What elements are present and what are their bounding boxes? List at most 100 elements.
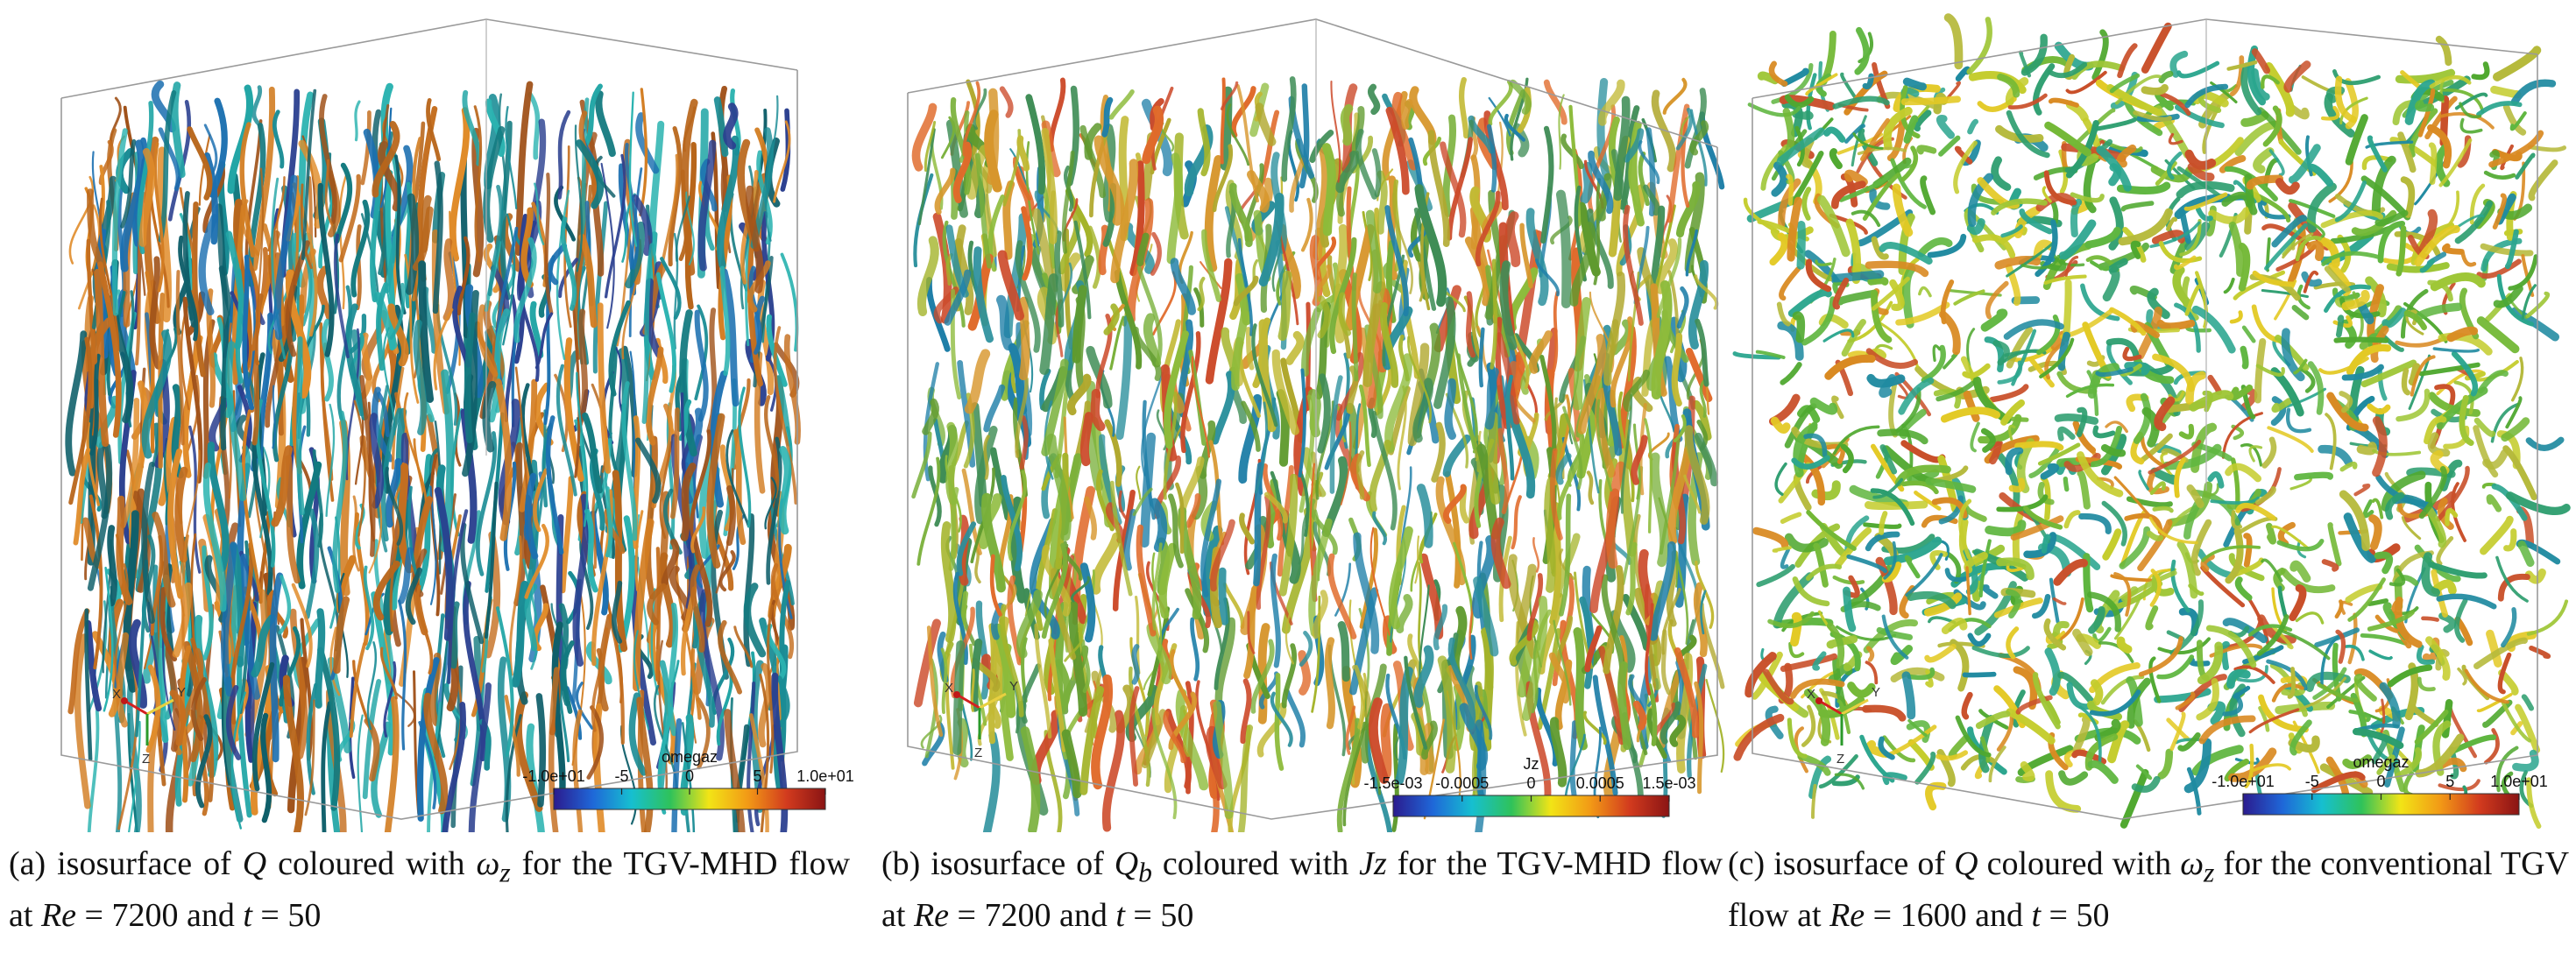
vortex-streak — [334, 162, 353, 244]
current-sheet-streak — [1368, 83, 1381, 116]
z-axis-label: Z — [142, 752, 150, 767]
vortex-streak — [285, 455, 301, 584]
vortex-tube — [2200, 553, 2215, 572]
vortex-tube — [2271, 215, 2308, 248]
vortex-tube — [1904, 555, 1921, 579]
current-sheet-streak — [1588, 150, 1614, 215]
vortex-tube — [2451, 482, 2466, 542]
vortex-tube — [2246, 174, 2284, 190]
current-sheet-streak — [1355, 403, 1362, 457]
vortex-tube — [2379, 682, 2401, 728]
vortex-tube — [2148, 439, 2202, 475]
vortex-streak — [336, 285, 352, 421]
vortex-streak — [397, 463, 414, 574]
vortex-streak — [230, 691, 246, 830]
vortex-tube — [2229, 683, 2247, 738]
vortex-streak — [550, 603, 569, 669]
vortex-tube — [1963, 505, 1987, 522]
vortex-tube — [1966, 17, 1992, 75]
vortex-streak — [434, 487, 453, 641]
current-sheet-streak — [1136, 524, 1157, 637]
vortex-streak — [690, 648, 702, 720]
current-sheet-streak — [1557, 430, 1584, 520]
current-sheet-streak — [996, 294, 1014, 351]
vortex-tube — [2293, 358, 2308, 375]
vortex-streak — [432, 160, 443, 314]
vortex-tube — [2504, 229, 2519, 270]
isosurface-render-c: X YZ omegaz-1.0e+01 -5 0 5 1.0e+01 — [1732, 13, 2571, 829]
current-sheet-streak — [1622, 593, 1651, 651]
current-sheet-streak — [1558, 94, 1565, 170]
vortex-tube — [2287, 667, 2296, 699]
vortex-tube — [1780, 67, 1809, 87]
vortex-tube — [2145, 605, 2159, 631]
vortex-streak — [692, 606, 715, 728]
current-sheet-streak — [1237, 237, 1254, 336]
current-sheet-streak — [1039, 368, 1051, 411]
vortex-tube — [2497, 652, 2512, 695]
current-sheet-streak — [1345, 705, 1356, 755]
vortex-streak — [398, 599, 407, 751]
vortex-tube — [2295, 611, 2325, 625]
vortex-tube — [1867, 277, 1889, 286]
vortex-tube — [2289, 719, 2312, 756]
current-sheet-streak — [952, 141, 973, 203]
vortex-tube — [1996, 451, 2020, 511]
vortex-tube — [1881, 562, 1902, 583]
current-sheet-streak — [1041, 127, 1058, 244]
axes-triad-c: X YZ — [1807, 685, 1880, 767]
vortex-streak — [420, 206, 434, 253]
vortex-streak — [158, 127, 180, 191]
current-sheet-streak — [1021, 206, 1033, 281]
vortex-tube — [2236, 665, 2268, 683]
current-sheet-streak — [956, 521, 977, 576]
vortex-tube — [1865, 661, 1879, 685]
vortex-tube — [1801, 704, 1816, 747]
vortex-tube — [2174, 457, 2186, 498]
vortex-tube — [1824, 354, 1876, 380]
vortex-tube — [2040, 463, 2060, 480]
vortex-tube — [1985, 519, 2027, 537]
current-sheet-streak — [984, 110, 1002, 193]
current-sheet-streak — [950, 97, 972, 195]
vortex-streak — [483, 126, 506, 244]
vortex-tube — [2054, 413, 2099, 425]
vortex-streak — [259, 446, 271, 539]
vortex-tube — [1818, 754, 1858, 789]
vortex-tube — [1914, 491, 1942, 511]
vortex-streak — [535, 693, 547, 808]
current-sheet-streak — [1009, 496, 1027, 604]
current-sheet-streak — [1610, 319, 1633, 356]
vortex-tube — [2154, 396, 2176, 432]
current-sheet-streak — [1281, 643, 1297, 709]
current-sheet-streak — [1656, 237, 1682, 319]
vortex-tube — [2258, 694, 2309, 733]
colorbar-tick-label: -1.5e-03 — [1363, 774, 1422, 792]
vortex-streak — [558, 603, 570, 707]
current-sheet-streak — [1469, 681, 1483, 752]
current-sheet-streak — [1213, 701, 1234, 820]
vortex-tube — [2086, 700, 2123, 721]
vortex-tube — [2510, 307, 2559, 342]
vortex-tube — [2247, 45, 2267, 106]
vortex-tube — [2346, 343, 2392, 376]
vortex-streak — [648, 120, 665, 281]
current-sheet-streak — [1444, 378, 1456, 441]
vortex-tube — [2207, 374, 2223, 396]
vortex-streak — [775, 375, 792, 447]
vortex-tube — [2122, 346, 2142, 362]
vortex-tube — [2387, 664, 2433, 688]
current-sheet-streak — [990, 447, 1011, 521]
vortex-streak — [757, 279, 775, 396]
vortex-tube — [2157, 748, 2174, 780]
current-sheet-streak — [1168, 691, 1197, 751]
vortex-tube — [1755, 350, 1786, 359]
vortex-tube — [2371, 498, 2384, 519]
current-sheet-streak — [1110, 159, 1139, 284]
colorbar-tick-label: 0 — [2376, 773, 2385, 790]
vortex-tube — [2186, 484, 2204, 509]
vortex-tube — [1936, 750, 1969, 761]
vortex-tube — [2425, 506, 2447, 548]
vortex-tube — [1988, 441, 2002, 465]
vortex-tube — [2133, 392, 2152, 444]
